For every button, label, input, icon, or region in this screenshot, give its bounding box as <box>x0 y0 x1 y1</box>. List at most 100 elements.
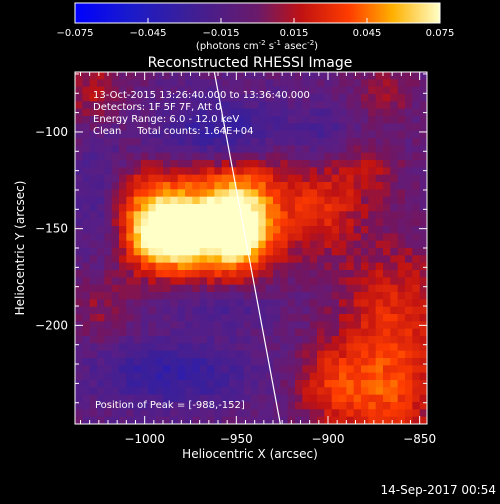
heatmap-cell <box>280 336 289 344</box>
heatmap-cell <box>236 380 245 388</box>
heatmap-cell <box>236 145 245 154</box>
heatmap-cell <box>229 380 237 388</box>
heatmap-cell <box>287 152 296 161</box>
heatmap-cell <box>111 138 120 146</box>
heatmap-cell <box>199 182 208 190</box>
heatmap-cell <box>75 328 83 337</box>
heatmap-cell <box>302 86 311 95</box>
heatmap-cell <box>302 123 311 132</box>
heatmap-cell <box>346 321 355 330</box>
heatmap-cell <box>133 233 142 242</box>
heatmap-cell <box>126 233 135 242</box>
heatmap-cell <box>346 336 355 344</box>
heatmap-cell <box>126 358 135 366</box>
heatmap-cell <box>324 255 333 264</box>
heatmap-cell <box>273 343 281 352</box>
heatmap-cell <box>375 204 384 212</box>
heatmap-cell <box>397 321 406 330</box>
heatmap-cell <box>302 240 311 249</box>
heatmap-cell <box>375 152 384 161</box>
heatmap-cell <box>353 380 362 388</box>
heatmap-cell <box>221 343 230 352</box>
heatmap-cell <box>199 167 208 176</box>
heatmap-cell <box>368 409 377 418</box>
heatmap-cell <box>199 409 208 418</box>
heatmap-cell <box>133 402 142 410</box>
heatmap-cell <box>324 182 333 190</box>
y-axis-label: Heliocentric Y (arcsec) <box>13 181 27 316</box>
heatmap-cell <box>163 72 171 80</box>
heatmap-cell <box>214 402 223 410</box>
heatmap-cell <box>148 328 157 337</box>
heatmap-cell <box>397 380 406 388</box>
heatmap-cell <box>361 182 369 190</box>
heatmap-cell <box>339 321 347 330</box>
heatmap-cell <box>177 328 186 337</box>
heatmap-cell <box>339 365 347 374</box>
heatmap-cell <box>207 314 215 322</box>
heatmap-cell <box>163 196 171 205</box>
heatmap-cell <box>287 306 296 315</box>
heatmap-cell <box>258 211 267 220</box>
heatmap-cell <box>236 292 245 300</box>
heatmap-cell <box>104 226 113 234</box>
heatmap-cell <box>265 402 274 410</box>
heatmap-cell <box>133 380 142 388</box>
heatmap-cell <box>287 248 296 256</box>
heatmap-cell <box>412 248 421 256</box>
heatmap-cell <box>339 79 347 88</box>
heatmap-cell <box>405 101 413 110</box>
heatmap-cell <box>192 130 201 139</box>
heatmap-cell <box>185 226 193 234</box>
heatmap-cell <box>199 270 208 278</box>
heatmap-cell <box>104 196 113 205</box>
heatmap-cell <box>207 218 215 227</box>
heatmap-cell <box>185 336 193 344</box>
heatmap-cell <box>251 167 259 176</box>
heatmap-cell <box>302 130 311 139</box>
heatmap-cell <box>317 130 325 139</box>
heatmap-cell <box>97 86 105 95</box>
heatmap-cell <box>75 101 83 110</box>
heatmap-cell <box>353 101 362 110</box>
heatmap-cell <box>405 409 413 418</box>
heatmap-cell <box>309 372 318 381</box>
heatmap-cell <box>229 101 237 110</box>
heatmap-cell <box>207 86 215 95</box>
heatmap-cell <box>280 402 289 410</box>
heatmap-cell <box>221 394 230 403</box>
heatmap-cell <box>331 94 340 102</box>
heatmap-cell <box>383 218 391 227</box>
heatmap-cell <box>353 306 362 315</box>
heatmap-cell <box>89 336 98 344</box>
heatmap-cell <box>412 409 421 418</box>
heatmap-cell <box>214 160 223 168</box>
heatmap-cell <box>243 123 252 132</box>
heatmap-cell <box>317 343 325 352</box>
heatmap-cell <box>148 409 157 418</box>
heatmap-cell <box>236 152 245 161</box>
heatmap-cell <box>243 277 252 286</box>
heatmap-cell <box>273 174 281 183</box>
heatmap-cell <box>412 196 421 205</box>
heatmap-cell <box>368 218 377 227</box>
heatmap-cell <box>141 358 149 366</box>
heatmap-cell <box>405 248 413 256</box>
heatmap-cell <box>243 101 252 110</box>
heatmap-cell <box>97 321 105 330</box>
heatmap-cell <box>104 86 113 95</box>
heatmap-cell <box>346 314 355 322</box>
heatmap-cell <box>368 255 377 264</box>
heatmap-cell <box>287 138 296 146</box>
heatmap-cell <box>295 262 303 271</box>
heatmap-cell <box>251 394 259 403</box>
heatmap-cell <box>133 284 142 293</box>
heatmap-cell <box>287 394 296 403</box>
heatmap-cell <box>295 402 303 410</box>
heatmap-cell <box>82 108 91 117</box>
heatmap-cell <box>163 372 171 381</box>
heatmap-cell <box>339 248 347 256</box>
heatmap-cell <box>287 284 296 293</box>
heatmap-cell <box>97 402 105 410</box>
heatmap-cell <box>412 204 421 212</box>
